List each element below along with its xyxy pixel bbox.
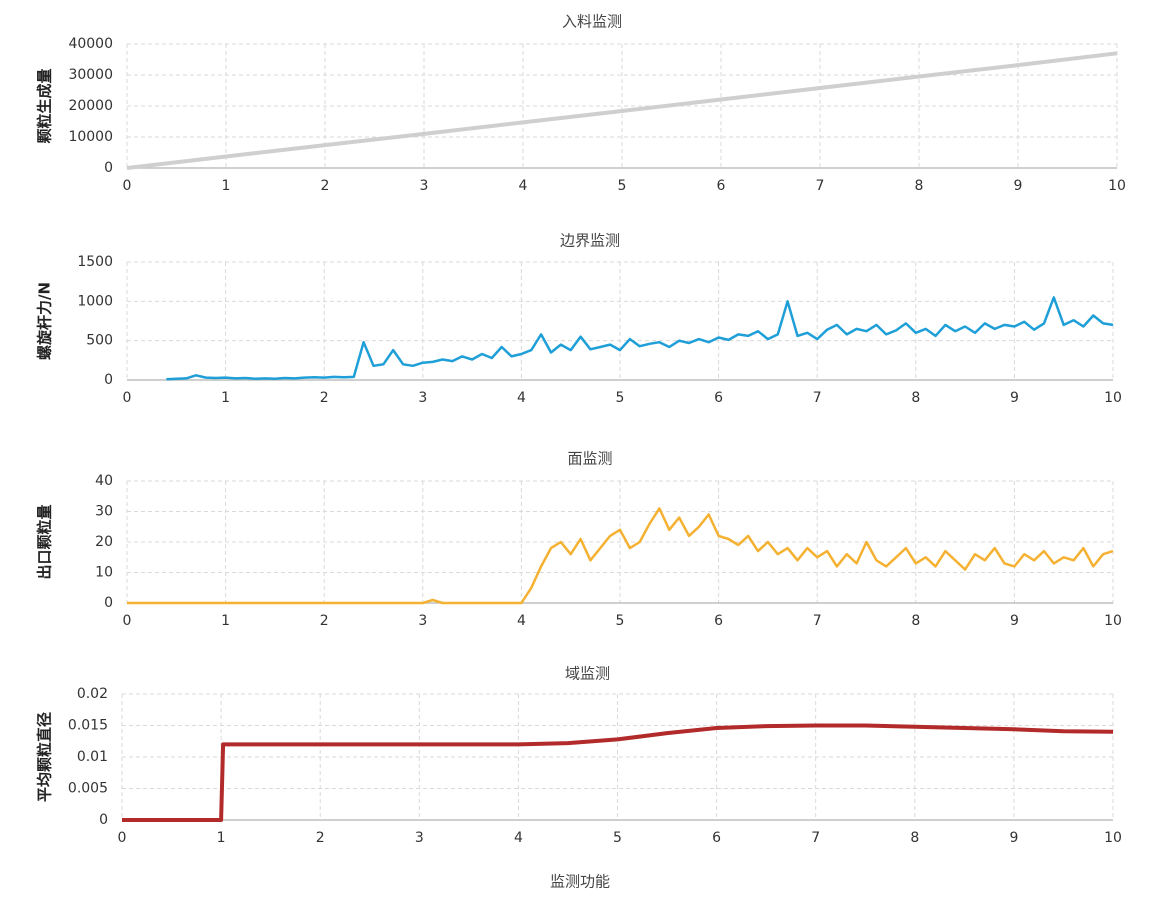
- chart-title: 面监测: [567, 450, 612, 468]
- chart-title: 域监测: [565, 665, 610, 683]
- x-tick-label: 2: [320, 390, 329, 406]
- x-tick-label: 9: [1010, 613, 1019, 629]
- x-tick-label: 0: [123, 390, 132, 406]
- x-tick-label: 3: [418, 390, 427, 406]
- x-tick-label: 3: [418, 613, 427, 629]
- y-axis-label: 平均颗粒直径: [36, 712, 54, 802]
- x-tick-label: 9: [1009, 830, 1018, 846]
- x-tick-label: 7: [813, 613, 822, 629]
- x-tick-label: 4: [519, 178, 528, 194]
- y-tick-label: 0.02: [77, 686, 108, 702]
- x-tick-label: 6: [717, 178, 726, 194]
- x-axis-label: 监测功能: [550, 873, 610, 891]
- y-tick-label: 0: [104, 595, 113, 611]
- x-tick-label: 8: [911, 390, 920, 406]
- x-tick-label: 6: [712, 830, 721, 846]
- x-tick-label: 2: [321, 178, 330, 194]
- x-tick-label: 7: [816, 178, 825, 194]
- y-tick-label: 40000: [68, 36, 113, 52]
- data-line: [166, 296, 1114, 381]
- chart-title: 边界监测: [560, 232, 620, 250]
- x-tick-label: 10: [1104, 390, 1122, 406]
- y-tick-label: 0: [99, 812, 108, 828]
- data-line: [126, 51, 1118, 170]
- x-tick-label: 1: [221, 390, 230, 406]
- y-tick-label: 500: [86, 333, 113, 349]
- y-tick-label: 20: [95, 534, 113, 550]
- y-tick-label: 0.01: [77, 749, 108, 765]
- y-axis-label: 颗粒生成量: [36, 68, 54, 143]
- y-tick-label: 0: [104, 372, 113, 388]
- x-tick-label: 5: [618, 178, 627, 194]
- x-tick-label: 1: [221, 613, 230, 629]
- y-tick-label: 40: [95, 473, 113, 489]
- x-tick-label: 8: [910, 830, 919, 846]
- x-tick-label: 5: [616, 390, 625, 406]
- x-tick-label: 1: [222, 178, 231, 194]
- x-tick-label: 8: [915, 178, 924, 194]
- x-tick-label: 10: [1104, 830, 1122, 846]
- y-tick-label: 0: [104, 160, 113, 176]
- x-tick-label: 6: [714, 390, 723, 406]
- y-tick-label: 20000: [68, 98, 113, 114]
- x-tick-label: 9: [1014, 178, 1023, 194]
- y-axis-label: 螺旋杆力/N: [36, 282, 54, 360]
- x-tick-label: 8: [911, 613, 920, 629]
- x-tick-label: 4: [517, 390, 526, 406]
- x-tick-label: 0: [123, 613, 132, 629]
- x-tick-label: 9: [1010, 390, 1019, 406]
- x-tick-label: 10: [1108, 178, 1126, 194]
- x-tick-label: 5: [613, 830, 622, 846]
- x-tick-label: 0: [118, 830, 127, 846]
- x-tick-label: 2: [320, 613, 329, 629]
- y-tick-label: 1500: [77, 254, 113, 270]
- y-axis-label: 出口颗粒量: [36, 504, 54, 579]
- x-tick-label: 4: [514, 830, 523, 846]
- x-tick-label: 7: [811, 830, 820, 846]
- x-tick-label: 10: [1104, 613, 1122, 629]
- chart-title: 入料监测: [562, 13, 622, 31]
- y-tick-label: 30000: [68, 67, 113, 83]
- y-tick-label: 10: [95, 565, 113, 581]
- data-line: [127, 507, 1114, 605]
- x-tick-label: 3: [420, 178, 429, 194]
- x-tick-label: 1: [217, 830, 226, 846]
- x-tick-label: 4: [517, 613, 526, 629]
- x-tick-label: 7: [813, 390, 822, 406]
- y-tick-label: 1000: [77, 293, 113, 309]
- x-tick-label: 5: [616, 613, 625, 629]
- y-tick-label: 0.005: [68, 781, 108, 797]
- x-tick-label: 0: [123, 178, 132, 194]
- x-tick-label: 2: [316, 830, 325, 846]
- y-tick-label: 10000: [68, 129, 113, 145]
- x-tick-label: 6: [714, 613, 723, 629]
- y-tick-label: 0.015: [68, 718, 108, 734]
- y-tick-label: 30: [95, 504, 113, 520]
- x-tick-label: 3: [415, 830, 424, 846]
- data-line: [122, 723, 1114, 822]
